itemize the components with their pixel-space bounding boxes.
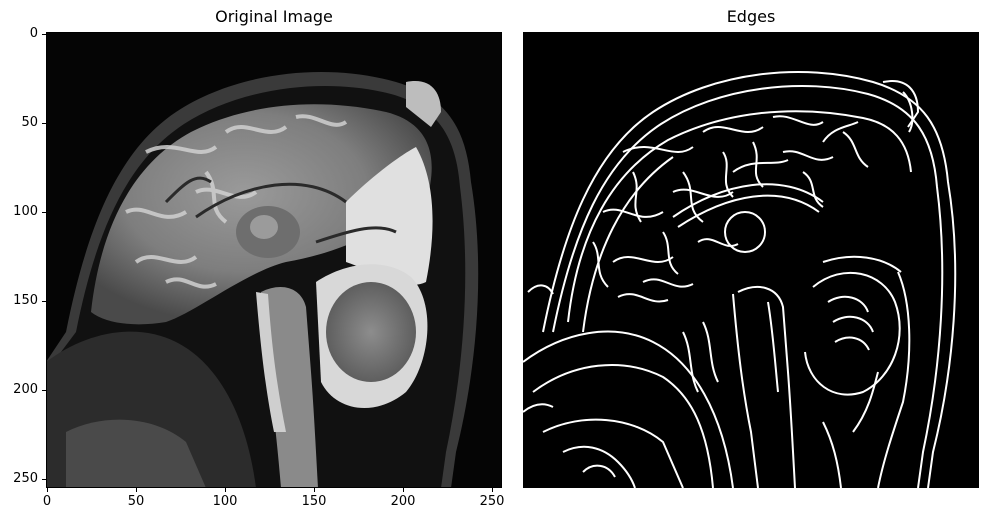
x-tick-mark (136, 488, 137, 492)
y-tick-mark (42, 390, 46, 391)
edges-image (523, 32, 979, 488)
y-tick-label: 50 (21, 115, 38, 130)
x-tick-label: 150 (301, 494, 327, 509)
x-tick-mark (492, 488, 493, 492)
original-image-title: Original Image (215, 7, 333, 26)
original-mri-image (46, 32, 502, 488)
y-tick-mark (42, 123, 46, 124)
y-tick-mark (42, 479, 46, 480)
x-tick-mark (47, 488, 48, 492)
x-tick-mark (225, 488, 226, 492)
x-tick-label: 0 (42, 494, 52, 509)
y-tick-mark (42, 301, 46, 302)
y-tick-label: 200 (13, 382, 38, 397)
x-tick-label: 50 (127, 494, 145, 509)
x-tick-label: 200 (390, 494, 416, 509)
x-tick-label: 250 (479, 494, 505, 509)
x-tick-label: 100 (212, 494, 238, 509)
x-tick-mark (314, 488, 315, 492)
y-tick-label: 100 (13, 204, 38, 219)
x-tick-mark (403, 488, 404, 492)
y-tick-label: 150 (13, 293, 38, 308)
y-tick-label: 250 (13, 471, 38, 486)
y-tick-mark (42, 34, 46, 35)
y-tick-label: 0 (29, 26, 38, 41)
edges-title: Edges (726, 7, 776, 26)
y-tick-mark (42, 212, 46, 213)
